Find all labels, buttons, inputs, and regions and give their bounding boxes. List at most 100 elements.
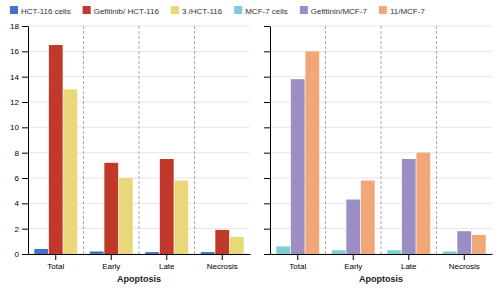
x-axis-line <box>271 254 493 255</box>
legend-swatch <box>379 6 387 14</box>
legend-item: Gefitinin/MCF-7 <box>300 6 368 16</box>
y-tick-mark <box>22 77 28 78</box>
bar <box>201 252 215 254</box>
bar <box>416 153 430 254</box>
y-tick-mark <box>264 203 270 204</box>
bar <box>361 181 375 254</box>
y-tick: 4 <box>15 199 28 208</box>
x-axis-title: Apoptosis <box>359 274 403 284</box>
bar <box>63 89 77 254</box>
bar <box>160 159 174 254</box>
x-tick-mark <box>353 254 354 260</box>
x-tick-mark <box>111 254 112 260</box>
bar-series <box>63 89 243 254</box>
y-tick: 18 <box>10 22 28 31</box>
bar <box>346 200 360 254</box>
x-tick-mark <box>166 254 167 260</box>
bar <box>402 159 416 254</box>
legend-swatch <box>171 6 179 14</box>
bar <box>49 45 63 254</box>
x-tick: Total <box>47 254 64 271</box>
bar <box>34 249 48 254</box>
y-tick: 10 <box>10 123 28 132</box>
y-tick-mark <box>22 51 28 52</box>
bar <box>90 251 104 254</box>
legend-swatch <box>234 6 242 14</box>
y-tick-mark <box>264 229 270 230</box>
y-tick-mark <box>264 153 270 154</box>
x-tick-label: Late <box>159 262 175 271</box>
y-tick-label: 4 <box>15 199 20 208</box>
bar <box>387 250 401 254</box>
y-tick <box>264 178 270 179</box>
legend-item: 3 /HCT-116 <box>171 6 223 16</box>
group-separator <box>381 26 382 254</box>
legend-swatch <box>10 6 18 14</box>
group-separator <box>83 26 84 254</box>
bar <box>291 79 305 254</box>
y-tick: 14 <box>10 73 28 82</box>
y-tick <box>264 102 270 103</box>
bar <box>145 252 159 254</box>
y-tick <box>264 254 270 255</box>
bar <box>276 246 290 254</box>
x-axis-line <box>29 254 251 255</box>
x-axis: Total Early Late Necrosis <box>29 254 251 271</box>
y-axis <box>264 27 271 255</box>
group-separator <box>139 26 140 254</box>
legend-item: 11/MCF-7 <box>379 6 426 16</box>
y-tick <box>264 153 270 154</box>
y-tick-mark <box>22 178 28 179</box>
y-tick-mark <box>22 153 28 154</box>
y-tick-mark <box>264 178 270 179</box>
legend-item: HCT-116 cells <box>10 6 71 16</box>
y-tick-mark <box>22 203 28 204</box>
x-tick-mark <box>297 254 298 260</box>
y-tick: 8 <box>15 149 28 158</box>
legend-item: MCF-7 cells <box>234 6 288 16</box>
legend-label: MCF-7 cells <box>245 7 288 16</box>
x-tick-label: Early <box>344 262 362 271</box>
x-tick: Necrosis <box>207 254 238 271</box>
bar <box>332 250 346 254</box>
legend-label: Gefitinin/MCF-7 <box>311 7 368 16</box>
x-tick: Late <box>401 254 417 271</box>
y-tick-mark <box>22 229 28 230</box>
y-tick: 0 <box>15 250 28 259</box>
x-tick: Early <box>102 254 120 271</box>
x-tick-label: Early <box>102 262 120 271</box>
y-tick-mark <box>264 77 270 78</box>
y-tick-mark <box>264 254 270 255</box>
separators <box>326 26 437 254</box>
grid <box>270 26 492 254</box>
bar <box>104 163 118 254</box>
group-separator <box>194 26 195 254</box>
grid <box>28 26 250 254</box>
x-axis: Total Early Late Necrosis <box>271 254 493 271</box>
x-tick: Necrosis <box>449 254 480 271</box>
group-separator <box>325 26 326 254</box>
bar <box>230 237 244 254</box>
legend-label: HCT-116 cells <box>21 7 71 16</box>
y-tick-label: 14 <box>10 73 19 82</box>
y-tick-mark <box>264 127 270 128</box>
y-tick-mark <box>264 102 270 103</box>
x-tick-label: Necrosis <box>207 262 238 271</box>
y-tick <box>264 229 270 230</box>
y-tick-label: 10 <box>10 123 19 132</box>
bar-series <box>305 51 485 254</box>
x-tick-label: Total <box>289 262 306 271</box>
y-tick <box>264 203 270 204</box>
y-tick-mark <box>264 51 270 52</box>
bar <box>119 178 133 254</box>
y-tick <box>264 77 270 78</box>
chart-root: HCT-116 cellsGefitinib/ HCT-1163 /HCT-11… <box>0 0 500 288</box>
x-tick-mark <box>408 254 409 260</box>
y-tick <box>264 51 270 52</box>
separators <box>84 26 195 254</box>
y-tick: 2 <box>15 225 28 234</box>
y-tick-label: 0 <box>15 250 20 259</box>
y-tick: 6 <box>15 174 28 183</box>
bar <box>457 231 471 254</box>
legend-label: 11/MCF-7 <box>390 7 426 16</box>
